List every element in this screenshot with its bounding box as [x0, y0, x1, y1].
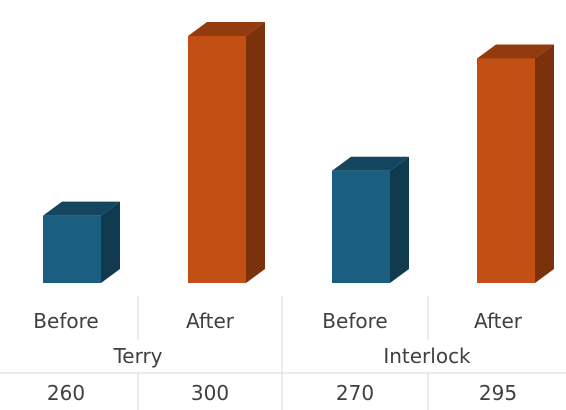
- bar-3-top: [477, 44, 554, 59]
- value-label-1: 300: [191, 381, 229, 405]
- bar-1-side: [246, 21, 265, 284]
- data-table: Before After Before After Terry Interloc…: [0, 296, 566, 410]
- value-label-2: 270: [336, 381, 374, 405]
- category-label-2: Before: [322, 309, 387, 333]
- bar-2: [332, 156, 409, 283]
- bar-3-side: [535, 44, 554, 283]
- bar-2-front: [332, 170, 390, 283]
- value-label-3: 295: [479, 381, 517, 405]
- bars-layer: [43, 21, 554, 284]
- bar-0-side: [101, 201, 120, 283]
- bar-2-top: [332, 156, 409, 171]
- bar-0-top: [43, 201, 120, 216]
- bar-1-front: [188, 35, 246, 284]
- bar-3: [477, 44, 554, 283]
- bar-1-top: [188, 21, 265, 36]
- bar-1: [188, 21, 265, 284]
- category-label-3: After: [474, 309, 523, 333]
- bar-0: [43, 201, 120, 283]
- category-label-1: After: [186, 309, 235, 333]
- bar-2-side: [390, 156, 409, 283]
- bar-3-front: [477, 58, 535, 283]
- group-label-interlock: Interlock: [383, 344, 471, 368]
- value-label-0: 260: [47, 381, 85, 405]
- bar-0-front: [43, 215, 101, 283]
- category-label-0: Before: [33, 309, 98, 333]
- group-label-terry: Terry: [112, 344, 162, 368]
